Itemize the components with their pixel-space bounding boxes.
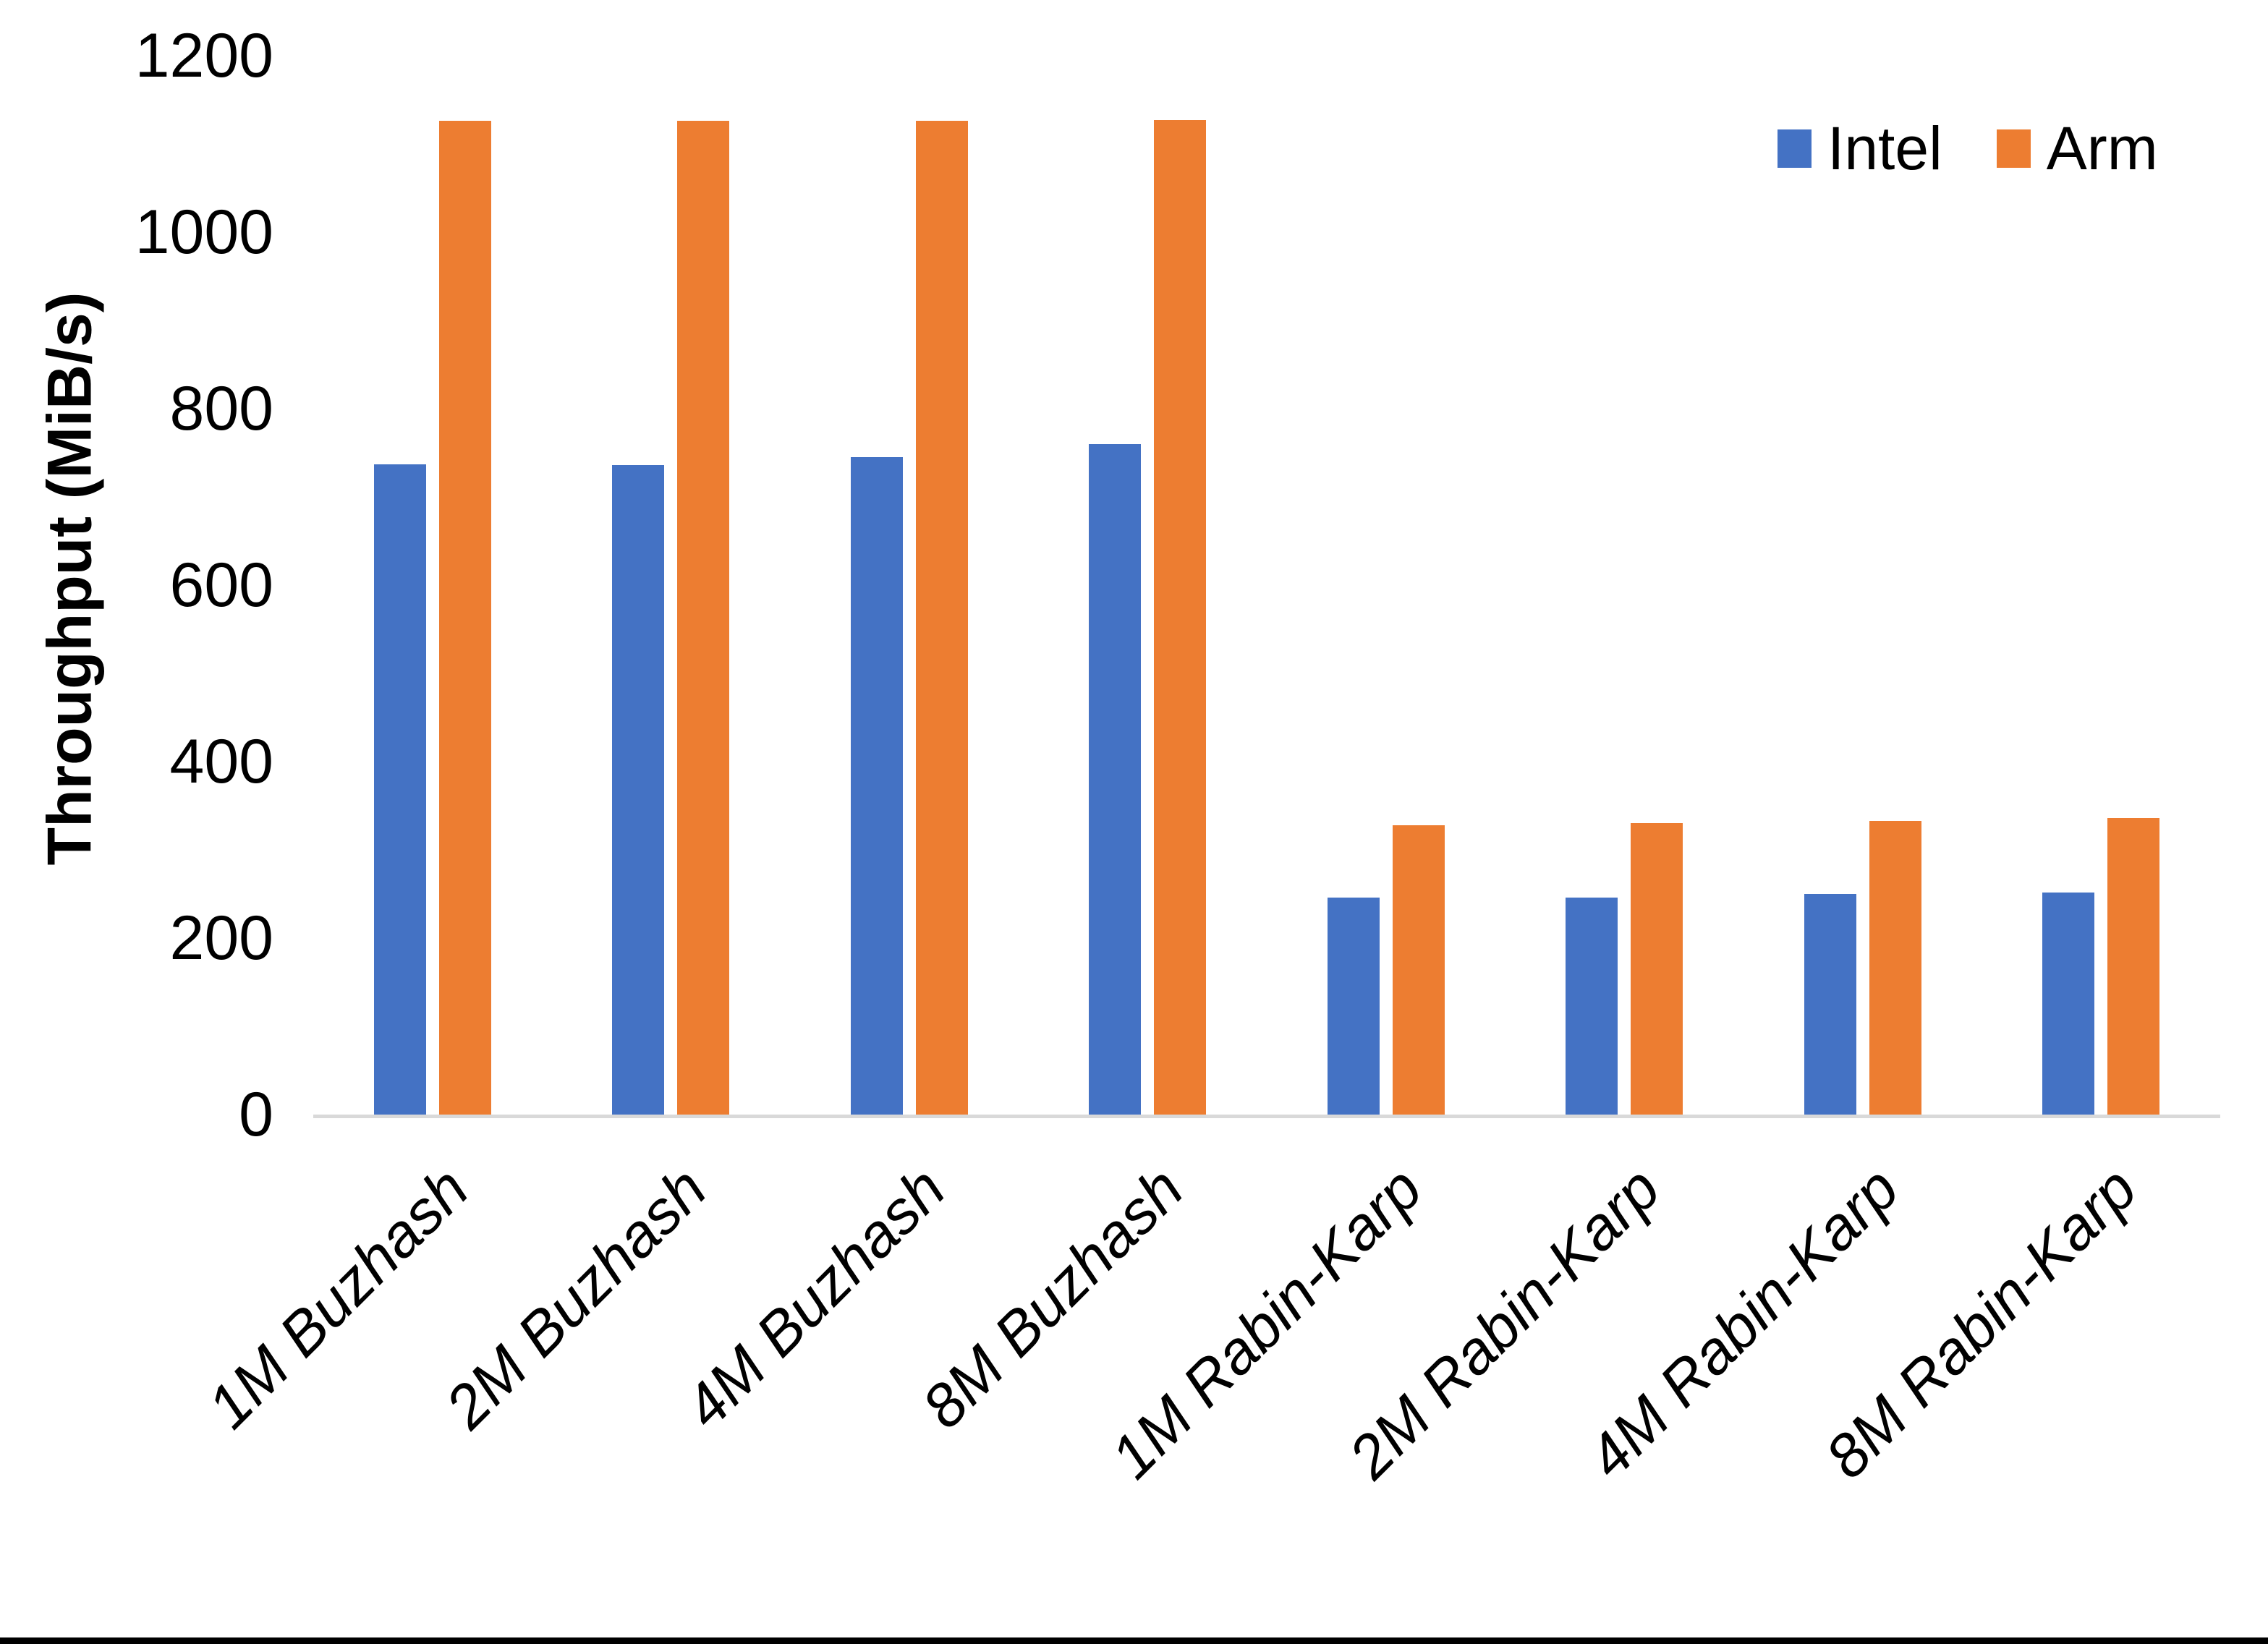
plot-area	[313, 56, 2220, 1118]
bar-intel-5	[1327, 898, 1380, 1115]
legend-item-arm: Arm	[1996, 114, 2158, 182]
bar-intel-8	[2042, 893, 2095, 1115]
bar-intel-7	[1804, 894, 1856, 1115]
x-category-label: 1M Rabin-Karp	[1097, 1154, 1435, 1491]
bar-arm-6	[1631, 823, 1683, 1115]
y-tick-label: 0	[239, 1080, 273, 1149]
x-category-label: 1M Buzhash	[194, 1154, 481, 1441]
x-category-label: 8M Rabin-Karp	[1812, 1154, 2150, 1491]
legend: Intel Arm	[1778, 116, 2158, 181]
y-tick-label: 600	[169, 550, 274, 620]
y-tick-label: 200	[169, 903, 274, 973]
bar-group	[1744, 56, 1982, 1115]
legend-label-arm: Arm	[2046, 114, 2158, 182]
bar-intel-2	[612, 465, 665, 1115]
bar-group	[1505, 56, 1744, 1115]
x-category-label: 2M Rabin-Karp	[1335, 1154, 1673, 1491]
bar-intel-1	[373, 464, 426, 1115]
legend-swatch-arm-icon	[1996, 129, 2031, 168]
bar-intel-6	[1566, 898, 1618, 1115]
y-tick-label: 800	[169, 374, 274, 443]
bar-intel-4	[1089, 444, 1142, 1115]
bottom-border-bar	[0, 1637, 2268, 1644]
x-category-label: 2M Buzhash	[432, 1154, 720, 1441]
y-tick-label: 1200	[135, 21, 273, 90]
x-category-label: 4M Rabin-Karp	[1573, 1154, 1911, 1491]
x-category-label: 8M Buzhash	[909, 1154, 1197, 1441]
bar-arm-7	[1869, 821, 1921, 1115]
legend-swatch-intel-icon	[1778, 129, 1812, 168]
x-category-label: 4M Buzhash	[671, 1154, 958, 1441]
bar-arm-4	[1154, 120, 1207, 1115]
bar-group	[790, 56, 1029, 1115]
y-tick-label: 1000	[135, 197, 273, 267]
legend-item-intel: Intel	[1778, 116, 1942, 181]
bar-arm-3	[915, 121, 968, 1115]
legend-label-intel: Intel	[1827, 114, 1942, 182]
bar-arm-8	[2107, 818, 2160, 1115]
y-axis-tick-labels: 0 200 400 600 800 1000 1200	[0, 25, 274, 1146]
y-tick-label: 400	[169, 727, 274, 796]
bar-intel-3	[850, 457, 903, 1115]
bar-group	[552, 56, 791, 1115]
bar-arm-5	[1392, 825, 1445, 1115]
bar-group	[1267, 56, 1505, 1115]
bar-arm-2	[677, 121, 730, 1115]
bar-arm-1	[438, 121, 491, 1115]
bar-group	[1029, 56, 1267, 1115]
bar-group	[313, 56, 552, 1115]
bar-group	[1982, 56, 2221, 1115]
